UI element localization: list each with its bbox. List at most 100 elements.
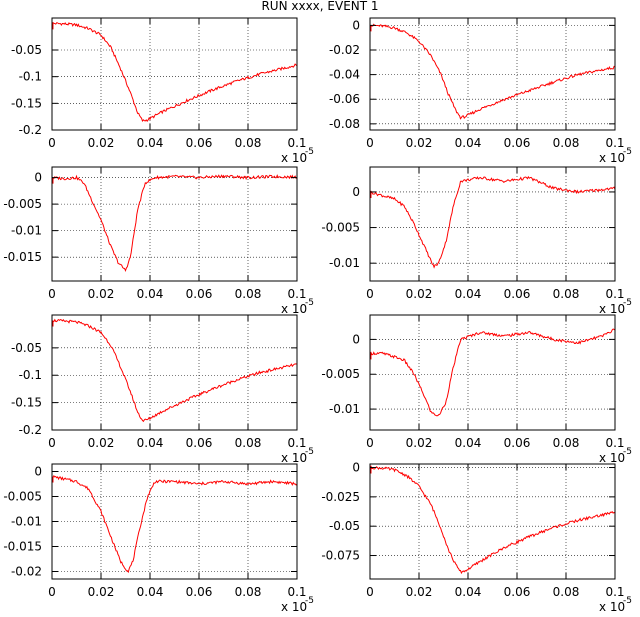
- x-tick-label: 0: [366, 585, 374, 599]
- panel-8: 0 0.02 0.04 0.06 0.08 0.1 -0.075 -0.05 -0.025 0 x …: [321, 461, 632, 614]
- y-tick-label: -0.15: [11, 396, 42, 410]
- series-line-1: [51, 22, 298, 123]
- y-tick-label: -0.06: [329, 92, 360, 106]
- x-tick-label: 0.02: [406, 136, 433, 150]
- y-tick-label: -0.05: [329, 519, 360, 533]
- x-tick-label: 0.04: [137, 585, 164, 599]
- x-tick-label: 0.04: [137, 436, 164, 450]
- x-tick-label: 0.06: [186, 287, 213, 301]
- y-tick-label: 0: [352, 461, 360, 475]
- x-multiplier-exponent: -5: [623, 298, 632, 308]
- x-tick-label: 0.08: [235, 585, 262, 599]
- x-tick-label: 0.08: [235, 136, 262, 150]
- x-tick-label: 0.08: [553, 585, 580, 599]
- series-line-1: [51, 174, 298, 273]
- x-tick-label: 0.06: [504, 287, 531, 301]
- y-tick-label: -0.04: [329, 68, 360, 82]
- x-tick-label: 0: [366, 436, 374, 450]
- x-tick-label: 0.06: [504, 136, 531, 150]
- x-tick-label: 0.06: [186, 436, 213, 450]
- x-tick-label: 0.1: [287, 585, 306, 599]
- series-line-1: [369, 465, 616, 575]
- plot-frame: [369, 17, 616, 131]
- plot-frame: [369, 314, 616, 431]
- x-tick-label: 0.06: [186, 136, 213, 150]
- panel-6: 0 0.02 0.04 0.06 0.08 0.1 -0.01 -0.005 0 x 10-5: [321, 314, 632, 465]
- y-tick-label: 0: [352, 332, 360, 346]
- x-multiplier-exponent: -5: [305, 298, 314, 308]
- y-tick-label: -0.01: [11, 224, 42, 238]
- y-tick-label: -0.015: [3, 250, 42, 264]
- x-tick-label: 0.1: [605, 585, 624, 599]
- y-tick-label: -0.1: [19, 70, 42, 84]
- y-tick-label: -0.02: [11, 565, 42, 579]
- y-tick-label: -0.01: [329, 256, 360, 270]
- x-tick-label: 0.08: [553, 136, 580, 150]
- x-tick-label: 0.02: [406, 436, 433, 450]
- x-multiplier-label: x 10: [281, 302, 307, 316]
- y-tick-label: 0: [34, 171, 42, 185]
- panel-2: 0 0.02 0.04 0.06 0.08 0.1 -0.08 -0.06 -0.04 -0.02…: [329, 17, 632, 165]
- x-tick-label: 0.04: [455, 585, 482, 599]
- series-line-1: [369, 175, 616, 269]
- plot-frame: [369, 463, 616, 580]
- y-tick-label: -0.15: [11, 96, 42, 110]
- x-tick-label: 0.02: [88, 585, 115, 599]
- y-tick-label: -0.02: [329, 43, 360, 57]
- y-tick-label: 0: [34, 465, 42, 479]
- y-tick-label: -0.01: [11, 515, 42, 529]
- x-tick-label: 0.1: [287, 436, 306, 450]
- x-tick-label: 0: [48, 585, 56, 599]
- y-tick-label: -0.01: [329, 402, 360, 416]
- x-tick-label: 0.06: [504, 585, 531, 599]
- series-line-1: [369, 23, 615, 120]
- x-tick-label: 0.08: [235, 287, 262, 301]
- x-tick-label: 0: [366, 136, 374, 150]
- x-multiplier-label: x 10: [599, 302, 625, 316]
- y-tick-label: 0: [352, 18, 360, 32]
- y-tick-label: -0.2: [19, 123, 42, 137]
- page-title: RUN xxxx, EVENT 1: [261, 0, 378, 13]
- x-multiplier-label: x 10: [599, 600, 625, 614]
- y-tick-label: -0.2: [19, 423, 42, 437]
- x-multiplier-label: x 10: [599, 151, 625, 165]
- x-multiplier-exponent: -5: [305, 147, 314, 157]
- x-tick-label: 0.08: [553, 436, 580, 450]
- x-tick-label: 0.06: [504, 436, 531, 450]
- x-tick-label: 0.1: [287, 136, 306, 150]
- panel-1: 0 0.02 0.04 0.06 0.08 0.1 -0.2 -0.15 -0.1 -0.05 x …: [11, 17, 314, 165]
- x-tick-label: 0.06: [186, 585, 213, 599]
- series-line-1: [369, 328, 616, 417]
- x-tick-label: 0.04: [455, 436, 482, 450]
- panel-7: 0 0.02 0.04 0.06 0.08 0.1 -0.02 -0.015 -0.01 -0.0…: [3, 463, 314, 614]
- x-tick-label: 0: [366, 287, 374, 301]
- x-multiplier-exponent: -5: [623, 596, 632, 606]
- plot-frame: [51, 17, 298, 131]
- plot-frame: [51, 166, 298, 282]
- x-multiplier-exponent: -5: [623, 147, 632, 157]
- x-multiplier-exponent: -5: [305, 447, 314, 457]
- y-tick-label: -0.025: [321, 490, 360, 504]
- x-tick-label: 0.04: [455, 136, 482, 150]
- x-tick-label: 0: [48, 136, 56, 150]
- x-tick-label: 0.04: [137, 136, 164, 150]
- x-tick-label: 0.04: [455, 287, 482, 301]
- x-tick-label: 0: [48, 287, 56, 301]
- panel-3: 0 0.02 0.04 0.06 0.08 0.1 -0.015 -0.01 -0.005 0 x …: [3, 166, 314, 316]
- y-tick-label: -0.08: [329, 117, 360, 131]
- y-tick-label: -0.075: [321, 549, 360, 563]
- x-tick-label: 0.1: [605, 136, 624, 150]
- x-tick-label: 0.04: [137, 287, 164, 301]
- x-tick-label: 0: [48, 436, 56, 450]
- x-tick-label: 0.02: [88, 436, 115, 450]
- y-tick-label: -0.005: [321, 367, 360, 381]
- y-tick-label: -0.005: [3, 490, 42, 504]
- panel-5: 0 0.02 0.04 0.06 0.08 0.1 -0.2 -0.15 -0.1 -0.05 x …: [11, 314, 314, 465]
- x-tick-label: 0.08: [553, 287, 580, 301]
- x-tick-label: 0.02: [88, 287, 115, 301]
- x-tick-label: 0.02: [406, 287, 433, 301]
- panel-4: 0 0.02 0.04 0.06 0.08 0.1 -0.01 -0.005 0 x 10-5: [321, 166, 632, 316]
- x-tick-label: 0.1: [605, 287, 624, 301]
- x-multiplier-label: x 10: [281, 600, 307, 614]
